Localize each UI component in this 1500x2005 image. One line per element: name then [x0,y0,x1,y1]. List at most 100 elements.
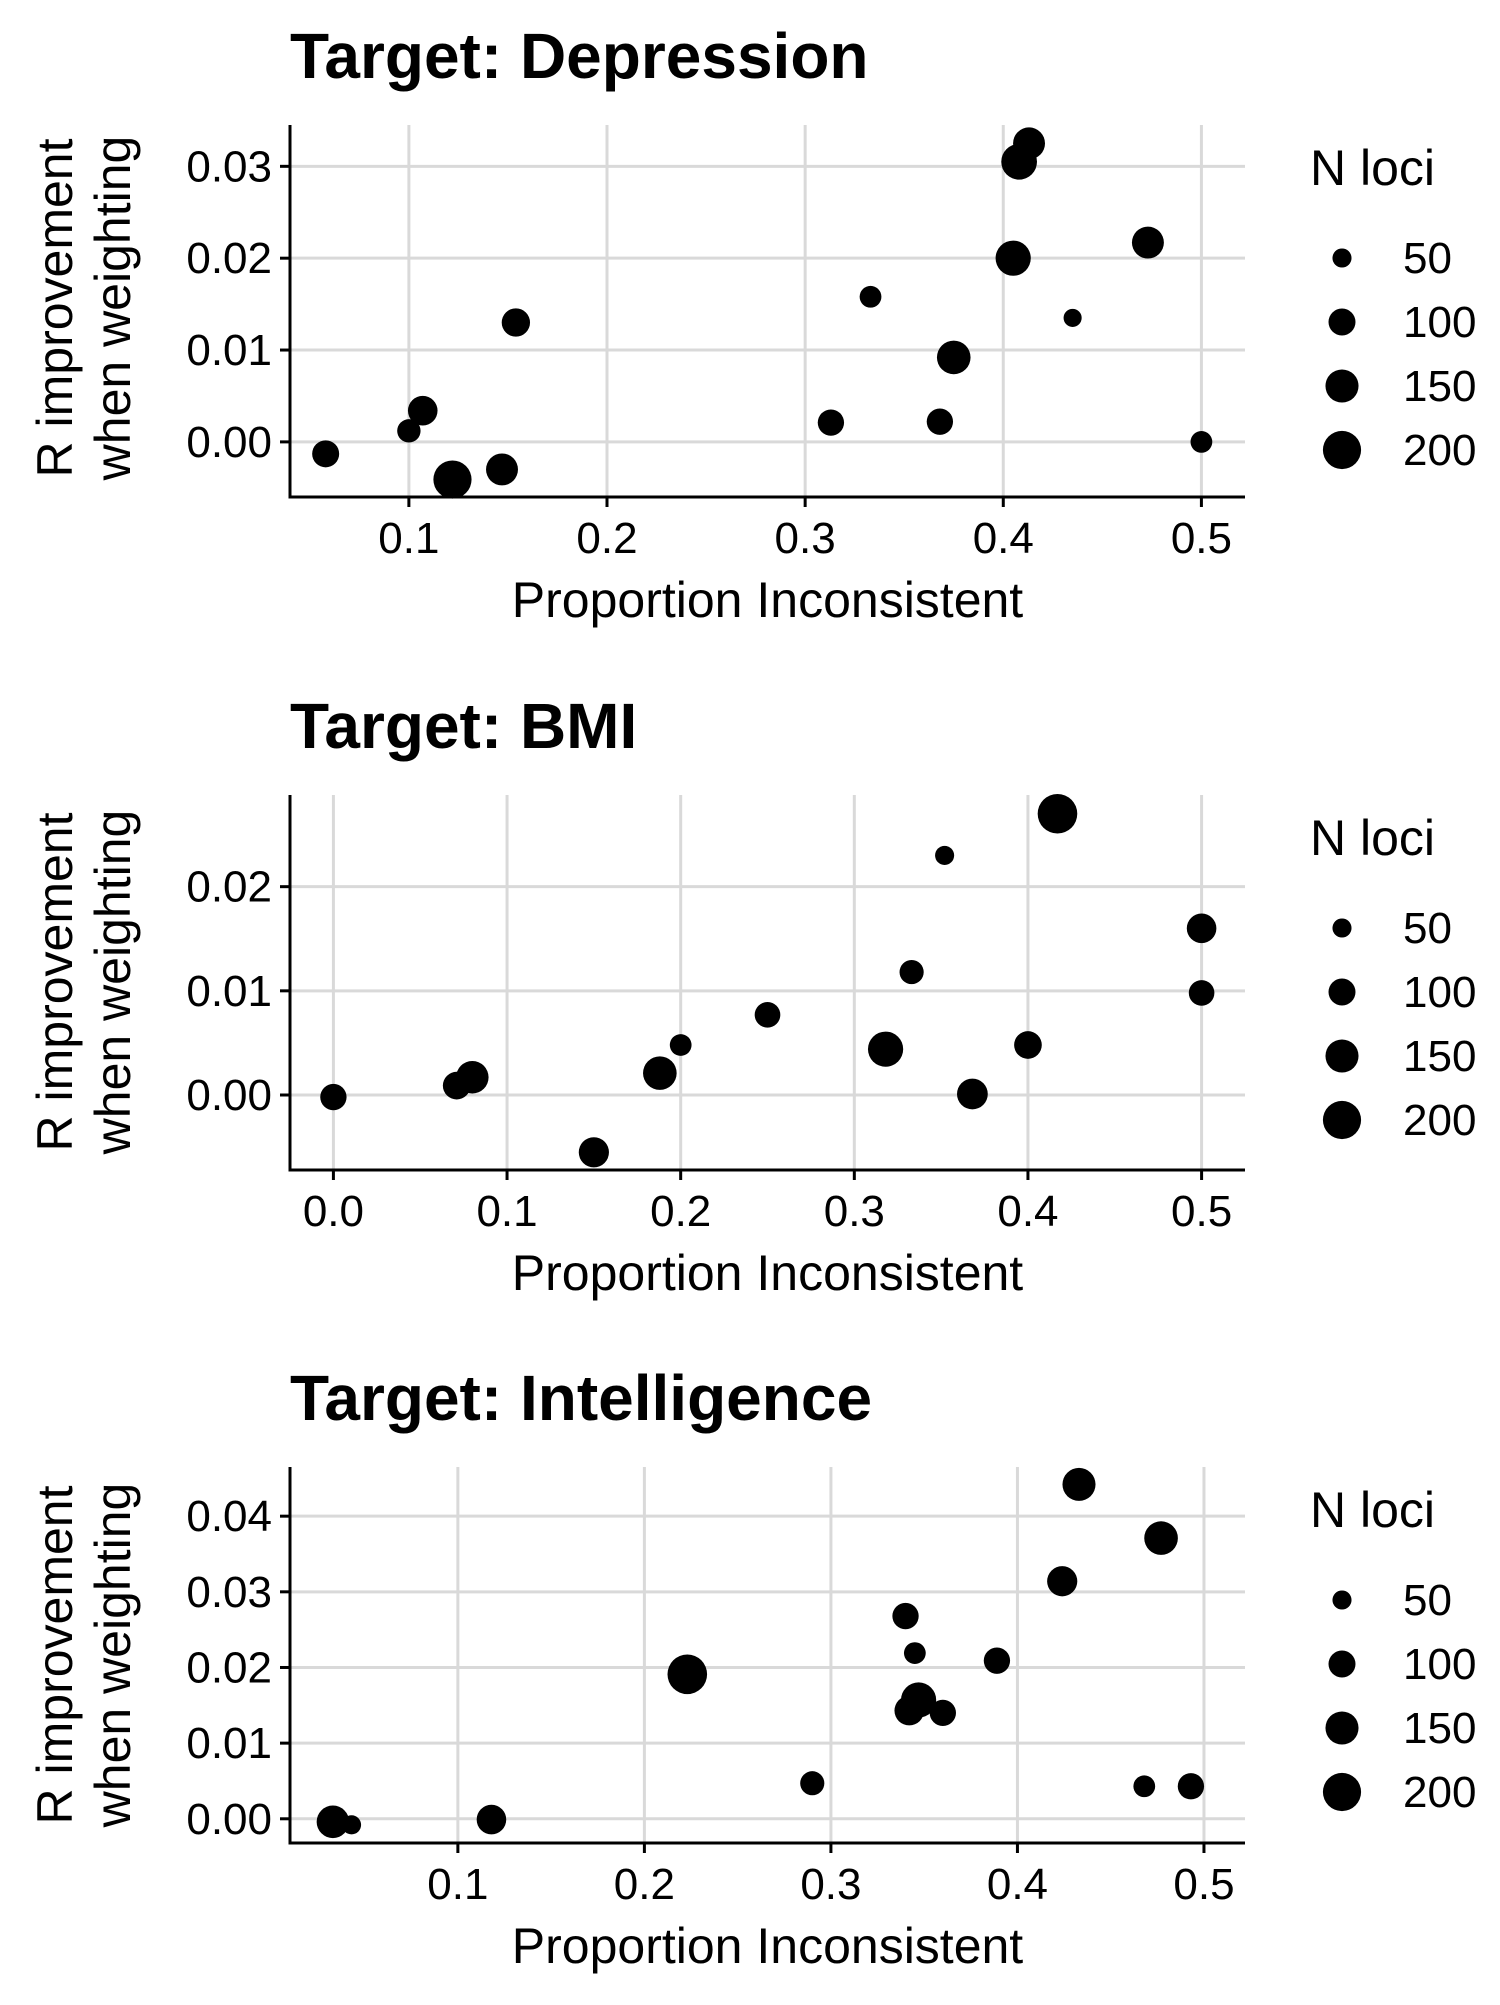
x-tick-label: 0.2 [614,1860,675,1909]
data-point [397,419,421,443]
data-point [929,1699,956,1727]
data-point [817,409,845,436]
legend-title: N loci [1310,140,1435,196]
legend: N loci 50 100 150 200 [1310,1482,1476,1817]
legend-key [1322,430,1362,470]
x-tick-label: 0.4 [997,1187,1058,1236]
x-tick-label: 0.5 [1171,1187,1232,1236]
x-tick-label: 0.3 [800,1860,861,1909]
x-tick-label: 0.0 [303,1187,364,1236]
x-tick-label: 0.4 [987,1860,1048,1909]
y-tick-label: 0.01 [186,967,272,1016]
x-tick-label: 0.2 [576,514,637,563]
data-point [1063,308,1082,327]
y-axis-title: R improvementwhen weighting [27,810,141,1156]
y-tick-label: 0.02 [186,1643,272,1692]
data-point [983,1647,1011,1674]
data-point [1177,1773,1205,1800]
data-point [899,960,924,985]
y-tick-label: 0.01 [186,326,272,375]
data-point [995,240,1031,276]
y-tick-label: 0.00 [186,1071,272,1120]
x-tick-label: 0.4 [973,514,1034,563]
data-point [936,340,971,375]
data-point [312,440,340,468]
y-axis-title-line-2: when weighting [85,136,141,482]
y-axis-title-line-1: R improvement [27,138,83,477]
data-point [1188,980,1215,1006]
legend-key [1332,248,1352,268]
data-point [316,1805,350,1839]
y-axis-title-line-2: when weighting [85,810,141,1156]
x-axis-title: Proportion Inconsistent [512,572,1024,628]
y-axis-title-line-1: R improvement [27,1485,83,1824]
y-tick-label: 0.01 [186,1719,272,1768]
data-point [456,1061,489,1094]
y-tick-label: 0.03 [186,142,272,191]
data-point [1047,1566,1078,1597]
x-axis-title: Proportion Inconsistent [512,1918,1024,1974]
data-point [433,460,472,499]
y-tick-label: 0.04 [186,1492,272,1541]
data-point [669,1034,692,1056]
x-tick-label: 0.5 [1171,514,1232,563]
data-point [1186,913,1217,944]
legend-key [1328,1650,1356,1678]
data-point [578,1137,609,1168]
y-axis-title-line-1: R improvement [27,812,83,1151]
legend-key [1325,1711,1359,1745]
legend-label: 100 [1403,968,1476,1017]
legend-key [1322,1100,1362,1140]
legend-key [1332,1590,1352,1610]
data-point [643,1056,677,1090]
data-point [1133,1775,1156,1798]
chart-panel-1: Target: Depression 0.1 0.2 0.3 0.4 0.5 0.00 0.0… [27,20,1476,628]
y-tick-label: 0.00 [186,1795,272,1844]
legend-label: 200 [1403,426,1476,475]
legend: N loci 50 100 150 200 [1310,810,1476,1145]
legend-label: 100 [1403,298,1476,347]
chart-panel-3: Target: Intelligence 0.1 0.2 0.3 0.4 0.5 0.00 0… [27,1362,1476,1974]
legend-label: 200 [1403,1096,1476,1145]
chart-panel-2: Target: BMI 0.0 0.1 0.2 0.3 0.4 0.5 0.00 0.01 0.0… [27,690,1476,1301]
legend-label: 200 [1403,1768,1476,1817]
legend-key [1332,918,1352,938]
data-point [1062,1467,1096,1501]
y-tick-label: 0.00 [186,418,272,467]
x-tick-label: 0.5 [1173,1860,1234,1909]
chart-title: Target: BMI [290,690,637,762]
data-point [1131,226,1164,259]
data-point [892,1602,919,1630]
data-point [800,1771,825,1796]
data-point [859,285,882,308]
data-point [1190,431,1213,453]
legend-label: 150 [1403,362,1476,411]
x-tick-label: 0.1 [378,514,439,563]
legend-title: N loci [1310,1482,1435,1538]
chart-title: Target: Intelligence [290,1362,872,1434]
data-point [926,408,954,435]
legend-label: 150 [1403,1032,1476,1081]
data-point [1014,1031,1042,1059]
x-axis-title: Proportion Inconsistent [512,1245,1024,1301]
y-tick-label: 0.03 [186,1568,272,1617]
data-point [754,1001,781,1028]
legend-key [1325,1039,1359,1073]
x-tick-label: 0.3 [824,1187,885,1236]
data-point [1037,793,1078,834]
legend-label: 50 [1403,904,1452,953]
chart-title: Target: Depression [290,20,869,92]
y-axis-title-line-2: when weighting [85,1483,141,1829]
data-point [867,1031,904,1067]
data-point [956,1078,988,1110]
data-point [320,1083,347,1111]
y-axis-title: R improvementwhen weighting [27,136,141,482]
data-point [900,1682,937,1718]
data-point [407,395,438,426]
data-point [1013,127,1046,160]
legend-key [1328,978,1356,1006]
y-tick-label: 0.02 [186,234,272,283]
legend: N loci 50 100 150 200 [1310,140,1476,475]
